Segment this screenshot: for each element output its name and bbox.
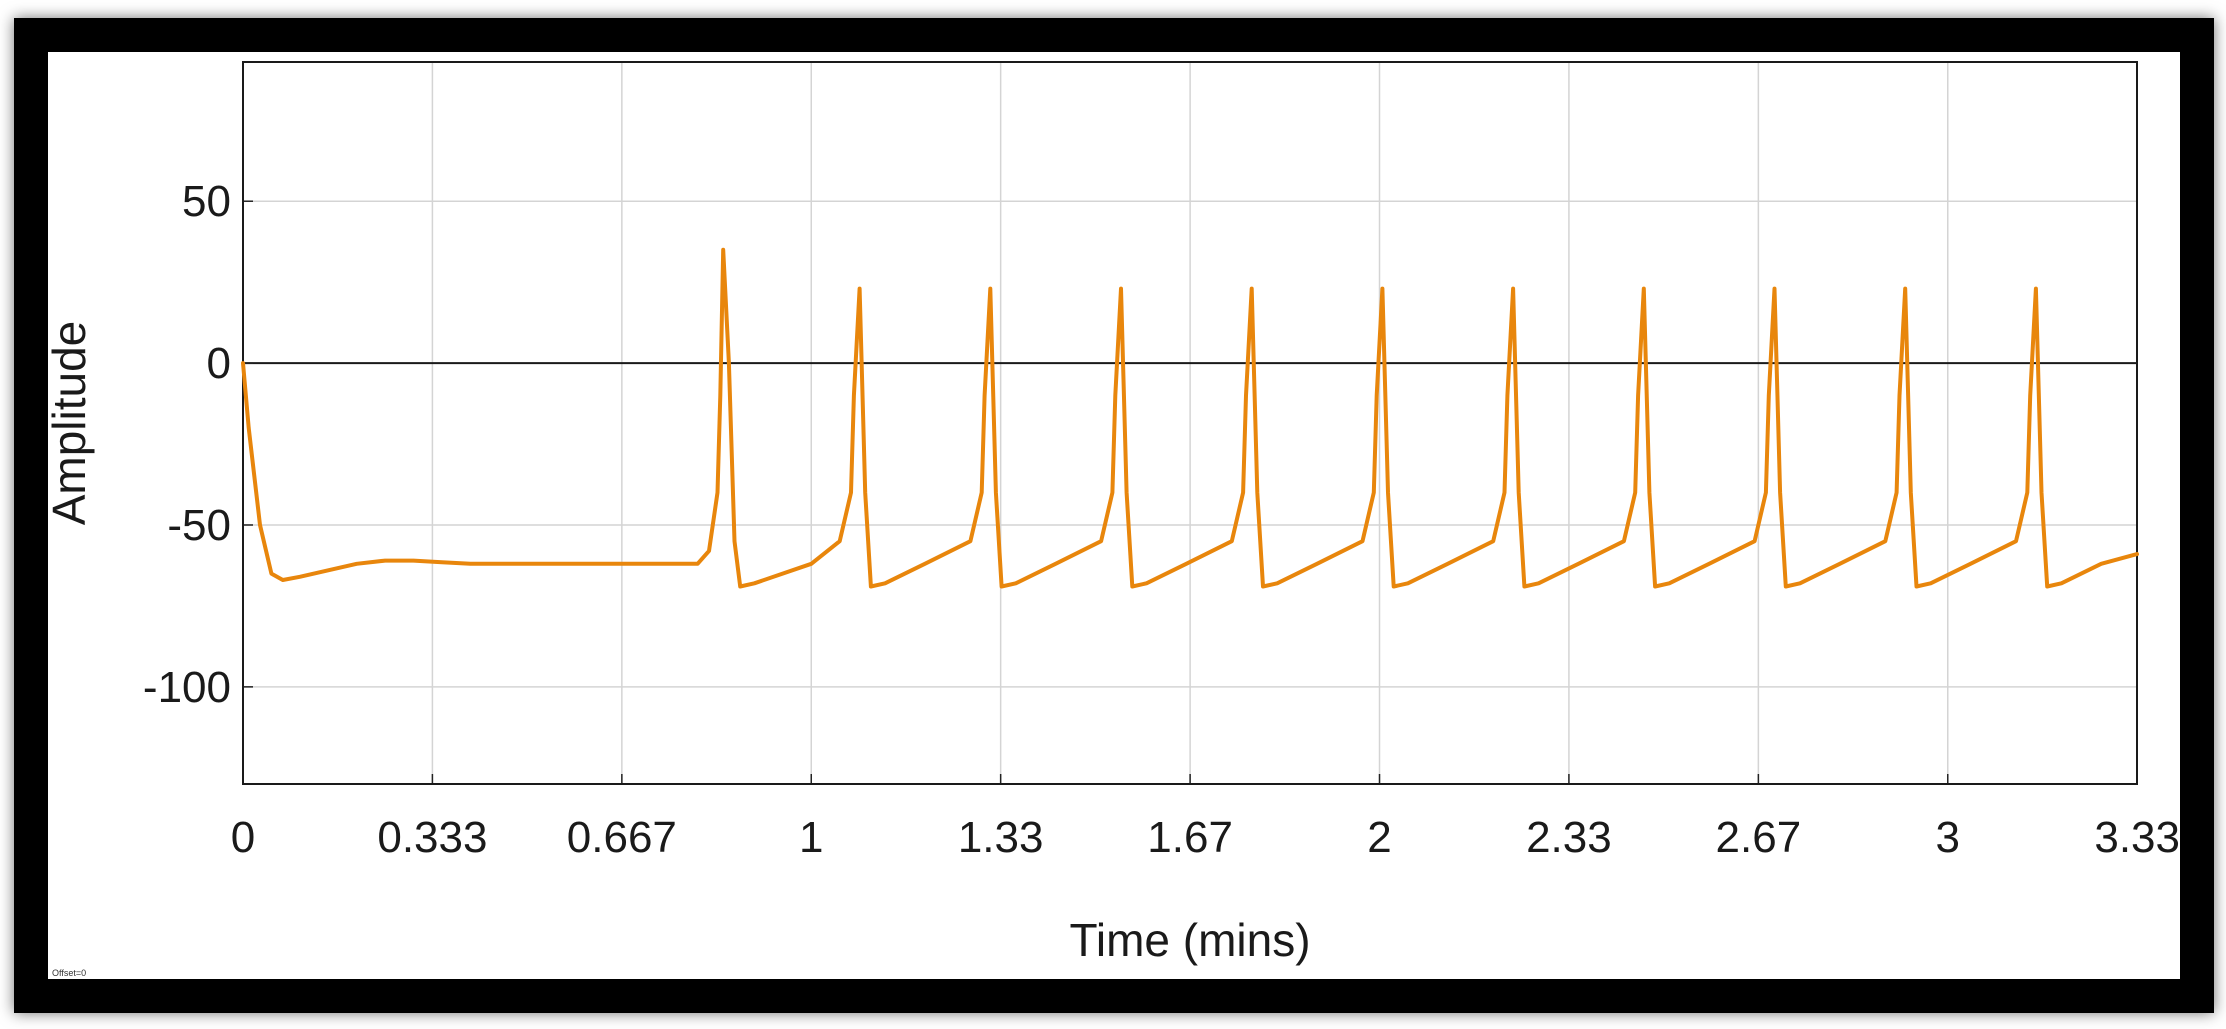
x-axis-label: Time (mins) — [1069, 914, 1310, 966]
x-tick-label: 1.67 — [1147, 813, 1233, 862]
x-tick-label: 2.33 — [1526, 813, 1612, 862]
x-tick-label: 1 — [799, 813, 823, 862]
y-tick-label: -100 — [143, 663, 231, 712]
footer-note: Offset=0 — [52, 968, 86, 978]
x-tick-label: 3.33 — [2094, 813, 2180, 862]
x-tick-label: 3 — [1936, 813, 1960, 862]
x-tick-label: 2 — [1367, 813, 1391, 862]
y-tick-label: 0 — [207, 339, 231, 388]
series-line — [241, 247, 2139, 589]
x-tick-label: 0.333 — [377, 813, 487, 862]
tick-labels: 0 0.333 0.667 1 1.33 1.67 2 2.33 2.67 3 3.33 50 0 -50… — [143, 177, 2180, 862]
axes — [242, 61, 2138, 785]
y-tick-label: 50 — [182, 177, 231, 226]
plot-border — [242, 61, 2138, 785]
y-tick-label: -50 — [167, 501, 231, 550]
y-axis-label: Amplitude — [43, 321, 95, 526]
x-tick-label: 2.67 — [1716, 813, 1802, 862]
series-layer — [241, 247, 2139, 589]
x-tick-label: 0 — [231, 813, 255, 862]
x-tick-label: 1.33 — [958, 813, 1044, 862]
x-tick-label: 0.667 — [567, 813, 677, 862]
